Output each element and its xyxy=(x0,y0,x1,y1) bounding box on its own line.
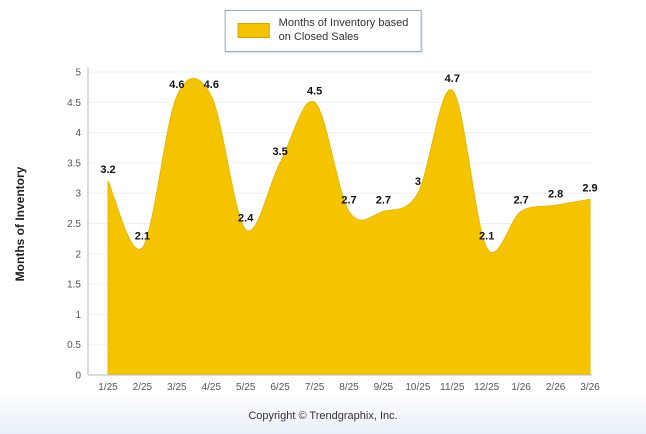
y-tick-label: 1 xyxy=(75,310,81,321)
point-labels: 3.2 2.1 4.6 4.6 2.4 3.5 4.5 2.7 2.7 3 4.7 2.1 2.7 2.8… xyxy=(100,73,597,243)
y-tick-label: 3.5 xyxy=(67,158,81,169)
x-tick-label: 2/26 xyxy=(546,382,566,393)
legend-label-line2: on Closed Sales xyxy=(278,31,359,44)
x-tick-label: 4/25 xyxy=(202,382,222,393)
point-label: 2.7 xyxy=(513,194,528,206)
copyright-text: Copyright © Trendgraphix, Inc. xyxy=(248,410,398,422)
y-axis-title: Months of Inventory xyxy=(13,166,27,281)
x-tick-label: 10/25 xyxy=(405,382,430,393)
x-tick-label: 11/25 xyxy=(440,382,465,393)
axes: 0 0.5 1 1.5 2 2.5 3 3.5 4 4.5 5 1/25 2/25 3/25 4/25 5/2… xyxy=(67,67,600,393)
point-label: 2.9 xyxy=(582,182,597,194)
point-label: 2.1 xyxy=(135,231,150,243)
y-tick-label: 5 xyxy=(75,68,81,79)
point-label: 2.7 xyxy=(341,194,356,206)
x-tick-label: 5/25 xyxy=(236,382,256,393)
legend-label: Months of Inventory based on Closed Sale… xyxy=(279,16,409,45)
x-tick-label: 1/25 xyxy=(98,382,118,393)
y-tick-label: 2 xyxy=(75,249,81,260)
point-label: 4.7 xyxy=(445,73,460,85)
point-label: 3.2 xyxy=(100,164,115,176)
point-label: 2.4 xyxy=(238,213,254,225)
y-tick-label: 0 xyxy=(75,371,81,382)
y-tick-label: 3 xyxy=(75,189,81,200)
x-tick-label: 6/25 xyxy=(270,382,290,393)
y-tick-label: 2.5 xyxy=(67,219,81,230)
y-tick-label: 1.5 xyxy=(67,280,81,291)
chart-legend: Months of Inventory based on Closed Sale… xyxy=(224,10,422,52)
y-tick-label: 4 xyxy=(75,128,81,139)
point-label: 2.7 xyxy=(376,194,391,206)
point-label: 4.5 xyxy=(307,85,322,97)
point-label: 3 xyxy=(415,176,421,188)
point-label: 3.5 xyxy=(272,146,287,158)
x-tick-label: 7/25 xyxy=(305,382,325,393)
area-series xyxy=(107,78,591,376)
point-label: 2.8 xyxy=(548,188,563,200)
x-tick-label: 1/26 xyxy=(511,382,531,393)
y-tick-label: 4.5 xyxy=(67,98,81,109)
x-tick-label: 12/25 xyxy=(474,382,499,393)
point-label: 2.1 xyxy=(479,231,494,243)
legend-label-line1: Months of Inventory based xyxy=(278,17,409,29)
x-tick-label: 8/25 xyxy=(339,382,359,393)
point-label: 4.6 xyxy=(204,79,219,91)
point-label: 4.6 xyxy=(169,79,184,91)
x-tick-label: 3/26 xyxy=(580,382,600,393)
x-tick-label: 3/25 xyxy=(167,382,187,393)
area-path xyxy=(107,78,591,376)
legend-color-swatch-icon xyxy=(237,22,270,38)
x-tick-label: 9/25 xyxy=(374,382,394,393)
x-tick-label: 2/25 xyxy=(133,382,153,393)
y-tick-label: 0.5 xyxy=(67,340,81,351)
